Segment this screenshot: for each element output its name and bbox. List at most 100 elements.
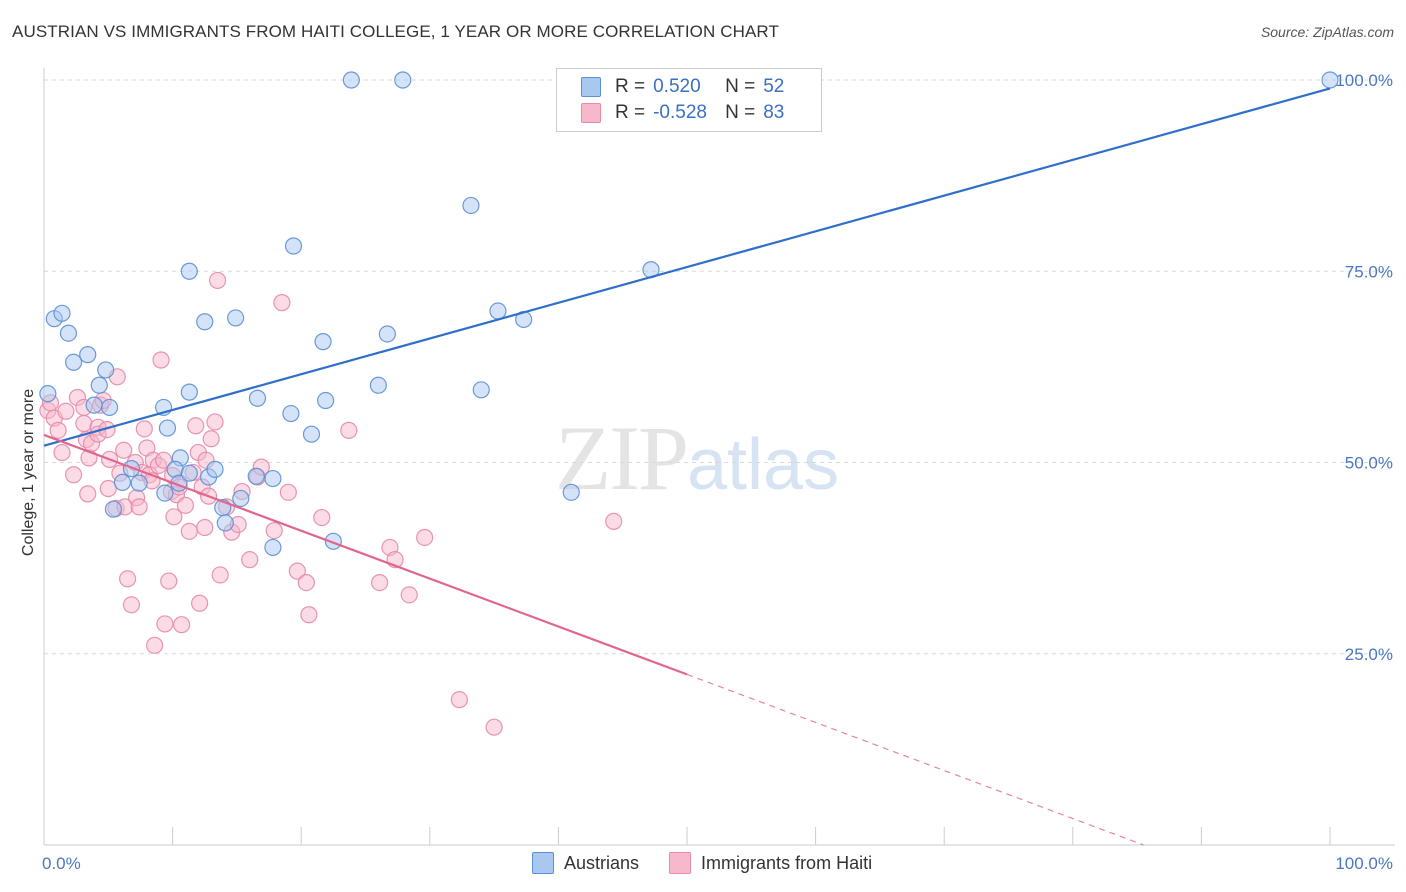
- haiti-point: [191, 594, 209, 612]
- austrians-point: [59, 324, 78, 342]
- legend-label: Austrians: [564, 852, 640, 873]
- haiti-point: [206, 413, 224, 431]
- austrians-point: [342, 71, 360, 89]
- n-value: 83: [763, 102, 785, 123]
- legend-item-haiti: Immigrants from Haiti: [669, 852, 872, 874]
- austrians-point: [158, 419, 177, 437]
- n-label: N =: [725, 102, 756, 123]
- haiti-point: [340, 421, 358, 439]
- haiti-point: [99, 479, 117, 498]
- haiti-point: [300, 606, 318, 624]
- haiti-legend-swatch: [669, 852, 692, 874]
- y-tick-label: 50.0%: [1345, 454, 1393, 473]
- haiti-point: [79, 485, 97, 503]
- haiti-point: [209, 271, 227, 290]
- austrians-point: [79, 346, 97, 364]
- r-value: 0.520: [653, 76, 701, 97]
- haiti-point: [241, 551, 259, 569]
- haiti-point: [118, 570, 137, 588]
- haiti-point: [49, 421, 67, 439]
- legend-row-haiti: R = -0.528 N = 83: [581, 101, 784, 125]
- austrians-point: [64, 353, 83, 371]
- austrians-point: [314, 333, 332, 351]
- austrians-point: [282, 404, 300, 423]
- austrians-point: [284, 237, 303, 255]
- y-axis-title: College, 1 year or more: [20, 389, 37, 556]
- austrians-point: [39, 385, 57, 403]
- r-label: R =: [615, 76, 646, 97]
- austrians-point: [180, 464, 198, 482]
- haiti-point: [152, 351, 170, 369]
- haiti-point: [115, 441, 133, 459]
- austrians-legend-swatch: [532, 852, 554, 874]
- austrians-swatch: [581, 77, 601, 97]
- haiti-trend-line: [43, 433, 688, 676]
- haiti-point: [450, 691, 468, 709]
- haiti-point: [196, 518, 214, 537]
- austrians-point: [216, 514, 234, 532]
- austrians-point: [462, 196, 480, 215]
- chart-title: AUSTRIAN VS IMMIGRANTS FROM HAITI COLLEG…: [12, 22, 779, 41]
- haiti-point: [400, 586, 418, 604]
- austrians-point: [227, 309, 245, 327]
- haiti-point: [130, 498, 148, 516]
- series-legend: Austrians Immigrants from Haiti: [532, 852, 902, 874]
- austrians-point: [104, 500, 123, 518]
- haiti-point: [156, 615, 174, 633]
- haiti-point: [64, 466, 83, 484]
- x-tick-label: 100.0%: [1335, 854, 1393, 873]
- austrians-point: [232, 489, 250, 508]
- haiti-swatch: [581, 103, 601, 123]
- haiti-point: [265, 521, 283, 540]
- austrians-point: [206, 460, 224, 478]
- austrians-point: [472, 381, 490, 399]
- austrians-point: [317, 391, 335, 410]
- austrians-point: [302, 425, 321, 443]
- y-tick-label: 100.0%: [1335, 71, 1393, 90]
- haiti-point: [75, 414, 93, 433]
- haiti-point: [211, 566, 229, 584]
- austrians-point: [247, 467, 265, 485]
- austrians-point: [489, 302, 507, 320]
- haiti-point: [122, 596, 141, 614]
- austrians-point: [369, 376, 387, 394]
- watermark-atlas: atlas: [687, 425, 840, 505]
- austrians-point: [1321, 71, 1339, 89]
- haiti-point: [187, 417, 205, 435]
- y-tick-label: 25.0%: [1345, 645, 1393, 664]
- austrians-point: [264, 469, 282, 488]
- legend-label: Immigrants from Haiti: [701, 852, 873, 873]
- austrians-point: [180, 262, 198, 280]
- austrians-point: [264, 538, 282, 557]
- y-tick-label: 75.0%: [1345, 262, 1393, 281]
- haiti-trend-extension: [686, 673, 1144, 846]
- r-label: R =: [615, 102, 646, 123]
- haiti-point: [173, 616, 191, 634]
- haiti-point: [273, 294, 291, 312]
- haiti-point: [135, 420, 153, 438]
- austrians-point: [90, 376, 108, 394]
- r-value: -0.528: [653, 102, 707, 123]
- haiti-point: [297, 574, 315, 592]
- austrians-trend-line: [43, 87, 1331, 447]
- austrians-point: [378, 325, 396, 343]
- haiti-point: [202, 430, 220, 448]
- source-label: Source: ZipAtlas.com: [1260, 24, 1394, 40]
- austrians-point: [156, 484, 174, 502]
- haiti-point: [53, 443, 71, 462]
- haiti-point: [313, 508, 331, 527]
- haiti-point: [371, 574, 389, 592]
- haiti-point: [288, 562, 306, 580]
- austrians-point: [53, 304, 71, 322]
- x-tick-label: 0.0%: [42, 854, 81, 873]
- austrians-point: [85, 396, 103, 414]
- haiti-point: [145, 636, 164, 654]
- haiti-point: [279, 483, 297, 501]
- legend-row-austrians: R = 0.520 N = 52: [581, 75, 784, 99]
- austrians-point: [97, 361, 115, 379]
- n-label: N =: [725, 76, 756, 97]
- haiti-point: [176, 496, 195, 514]
- n-value: 52: [763, 76, 785, 97]
- austrians-point: [180, 383, 198, 401]
